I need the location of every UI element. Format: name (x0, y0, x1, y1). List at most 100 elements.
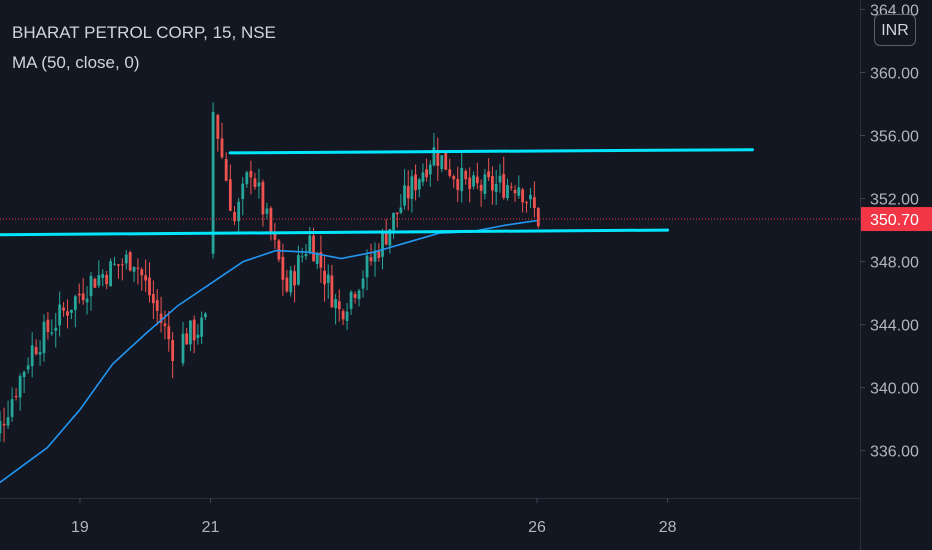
candle-body (62, 307, 65, 311)
candle-body (345, 311, 349, 321)
candle-body (181, 333, 185, 364)
candle-body (6, 417, 10, 426)
candle-body (483, 174, 487, 194)
candle-body (513, 189, 517, 194)
candle-body (249, 170, 253, 178)
candle-body (403, 185, 406, 206)
candle-body (341, 310, 345, 320)
candle-body (224, 159, 228, 181)
candle-body (34, 347, 38, 355)
candle-body (308, 235, 312, 253)
currency-button[interactable]: INR (874, 14, 916, 46)
candle-body (120, 264, 124, 266)
candle-body (66, 311, 69, 316)
candle-body (395, 212, 399, 214)
candle-body (97, 275, 101, 286)
candle-body (468, 177, 472, 189)
price-tick-label: 340.00 (870, 381, 919, 398)
candle-body (432, 147, 436, 166)
candle-body (200, 317, 204, 337)
price-tick-label: 344.00 (870, 318, 919, 335)
candle-body (361, 278, 365, 289)
candle-body (185, 333, 189, 345)
time-tick-label: 19 (71, 519, 89, 536)
candle-body (50, 332, 54, 334)
candle-body (241, 183, 245, 200)
candle-body (428, 164, 432, 175)
candle-body (536, 208, 540, 227)
candle-body (285, 277, 289, 292)
candle-body (472, 175, 475, 187)
candle-body (373, 250, 377, 262)
candle-body (26, 365, 30, 370)
candle-body (85, 298, 89, 303)
candle-body (171, 340, 175, 362)
candle-body (148, 277, 151, 296)
candle-body (18, 376, 22, 398)
candle-body (334, 299, 337, 308)
candle-body (517, 187, 521, 196)
candle-body (293, 271, 296, 286)
candle-body (196, 334, 200, 338)
candle-body (245, 172, 249, 185)
candle-body (109, 261, 112, 287)
candle-body (89, 275, 93, 297)
ma-indicator-label[interactable]: MA (50, close, 0) (12, 53, 140, 72)
candle-body (257, 182, 261, 187)
candle-body (326, 274, 330, 283)
candle-body (304, 253, 308, 257)
candle-body (273, 232, 277, 240)
candle-body (410, 176, 414, 199)
candle-body (113, 263, 116, 265)
candle-body (132, 266, 136, 272)
candle-body (128, 252, 132, 271)
candle-body (475, 176, 479, 184)
candle-body (167, 326, 171, 340)
candle-body (509, 186, 513, 188)
candle-body (529, 194, 532, 200)
time-tick-label: 28 (659, 519, 677, 536)
candle-body (237, 201, 241, 222)
candle-body (30, 345, 34, 367)
candle-body (388, 229, 392, 246)
candle-body (155, 300, 159, 311)
candle-body (323, 270, 326, 285)
candle-body (101, 274, 105, 278)
candle-body (203, 313, 207, 318)
candle-body (315, 253, 319, 264)
candle-body (140, 269, 144, 276)
candle-body (425, 169, 429, 178)
candle-body (417, 179, 421, 190)
time-tick-label: 21 (202, 519, 220, 536)
candle-body (253, 178, 257, 188)
candle-body (448, 169, 452, 176)
candle-body (54, 327, 58, 331)
last-price-label: 350.70 (870, 212, 919, 229)
candle-body (105, 274, 109, 285)
candle-body (70, 309, 73, 313)
price-tick-label: 336.00 (870, 444, 919, 461)
candle-body (440, 155, 444, 169)
candles-layer (0, 102, 860, 484)
candle-body (369, 257, 373, 262)
candle-body (384, 232, 388, 245)
candle-body (124, 254, 128, 264)
candle-body (151, 294, 155, 304)
candle-body (353, 294, 357, 298)
resistance-trendline (228, 148, 754, 155)
candle-body (10, 399, 14, 417)
candle-body (436, 150, 440, 166)
candle-body (460, 167, 464, 192)
candle-body (2, 423, 6, 426)
candle-body (189, 320, 192, 345)
candle-body (392, 212, 395, 231)
candle-body (220, 138, 224, 158)
candle-body (261, 181, 265, 215)
candle-body (414, 174, 417, 191)
candle-body (211, 111, 215, 254)
candle-body (300, 256, 304, 258)
candle-body (377, 250, 381, 258)
candle-body (42, 321, 46, 354)
candle-body (365, 255, 369, 278)
